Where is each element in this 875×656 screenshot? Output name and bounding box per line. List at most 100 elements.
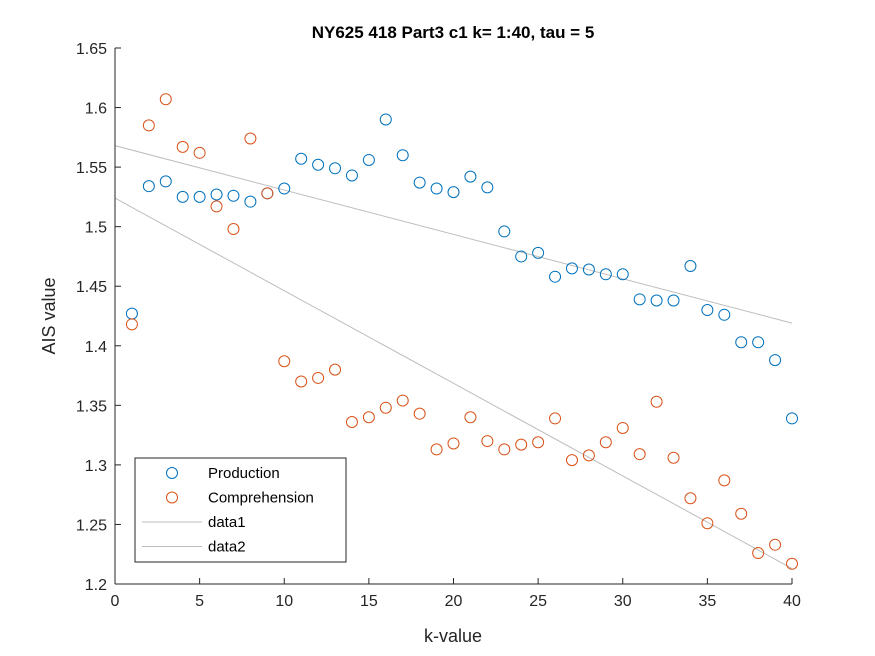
data-point [312, 371, 325, 384]
data-point [345, 169, 358, 182]
data-point [565, 454, 578, 467]
data-point [582, 449, 595, 462]
data-point [278, 182, 291, 195]
data-point [345, 416, 358, 429]
data-point [718, 474, 731, 487]
data-point [125, 318, 138, 331]
data-point [210, 200, 223, 213]
legend-marker [166, 491, 178, 504]
data-point [582, 263, 595, 276]
x-tick-label: 5 [195, 593, 204, 610]
fit-line-data1 [114, 145, 793, 324]
data-point [413, 176, 426, 189]
data-point [430, 443, 443, 456]
data-point [752, 336, 765, 349]
data-point [142, 180, 155, 193]
data-point [295, 375, 308, 388]
data-point [142, 119, 155, 132]
legend: Production Comprehension data1 data2 [134, 457, 347, 563]
data-point [786, 557, 798, 570]
data-point [430, 182, 443, 195]
data-point [565, 262, 578, 275]
data-point [633, 448, 646, 461]
series-comprehension [125, 93, 798, 570]
y-tick-label: 1.55 [76, 160, 107, 177]
data-point [650, 395, 663, 408]
chart-title: NY625 418 Part3 c1 k= 1:40, tau = 5 [312, 23, 595, 42]
x-tick-label: 20 [445, 593, 463, 610]
x-tick-label: 35 [698, 593, 716, 610]
x-tick-label: 25 [529, 593, 547, 610]
data-point [295, 152, 308, 165]
data-point [176, 140, 189, 153]
data-point [633, 293, 646, 306]
data-point [329, 162, 342, 175]
data-point [667, 451, 680, 464]
data-point [667, 294, 680, 307]
data-point [379, 401, 392, 414]
y-tick-label: 1.2 [85, 577, 107, 594]
data-point [684, 492, 697, 505]
data-point [193, 146, 206, 159]
data-point [718, 308, 731, 321]
data-point [532, 436, 545, 449]
data-point [176, 190, 189, 203]
y-tick-label: 1.4 [85, 339, 107, 356]
data-point [396, 149, 409, 162]
data-point [413, 407, 426, 420]
data-point [379, 113, 392, 126]
data-point [362, 411, 375, 424]
y-tick-label: 1.6 [85, 101, 107, 118]
data-point [684, 259, 697, 272]
data-point [735, 336, 748, 349]
y-axis-label: AIS value [39, 277, 59, 354]
y-tick-label: 1.35 [76, 398, 107, 415]
series-production [125, 113, 798, 425]
data-point [464, 411, 477, 424]
legend-label: Comprehension [208, 490, 314, 507]
x-tick-label: 30 [614, 593, 632, 610]
y-tick-label: 1.45 [76, 279, 107, 296]
data-point [515, 250, 528, 263]
data-point [616, 421, 629, 434]
data-point [786, 412, 798, 425]
data-point [532, 246, 545, 259]
data-point [481, 181, 494, 194]
x-tick-label: 10 [275, 593, 293, 610]
y-tick-label: 1.25 [76, 517, 107, 534]
data-point [159, 93, 172, 106]
data-point [549, 270, 562, 283]
data-point [329, 363, 342, 376]
data-point [447, 186, 460, 199]
data-point [498, 225, 511, 238]
data-point [650, 294, 663, 307]
data-point [735, 507, 748, 520]
data-point [464, 170, 477, 183]
data-point [159, 175, 172, 188]
x-tick-label: 15 [360, 593, 378, 610]
data-point [244, 132, 257, 145]
data-point [498, 443, 511, 456]
x-tick-label: 40 [783, 593, 801, 610]
legend-box [134, 457, 347, 563]
data-point [701, 517, 714, 530]
x-axis-label: k-value [424, 626, 482, 646]
data-point [227, 223, 240, 236]
data-point [752, 547, 765, 560]
y-tick-label: 1.65 [76, 41, 107, 58]
data-point [447, 437, 460, 450]
data-point [210, 188, 223, 201]
data-point [515, 438, 528, 451]
legend-label: Production [208, 465, 280, 482]
y-tick-label: 1.3 [85, 458, 107, 475]
fit-lines [114, 145, 793, 569]
data-point [599, 436, 612, 449]
data-point [396, 394, 409, 407]
data-point [616, 268, 629, 281]
legend-label: data1 [208, 514, 246, 531]
data-point [362, 153, 375, 166]
data-point [278, 355, 291, 368]
data-point [193, 190, 206, 203]
data-point [244, 195, 257, 208]
legend-label: data2 [208, 539, 246, 556]
